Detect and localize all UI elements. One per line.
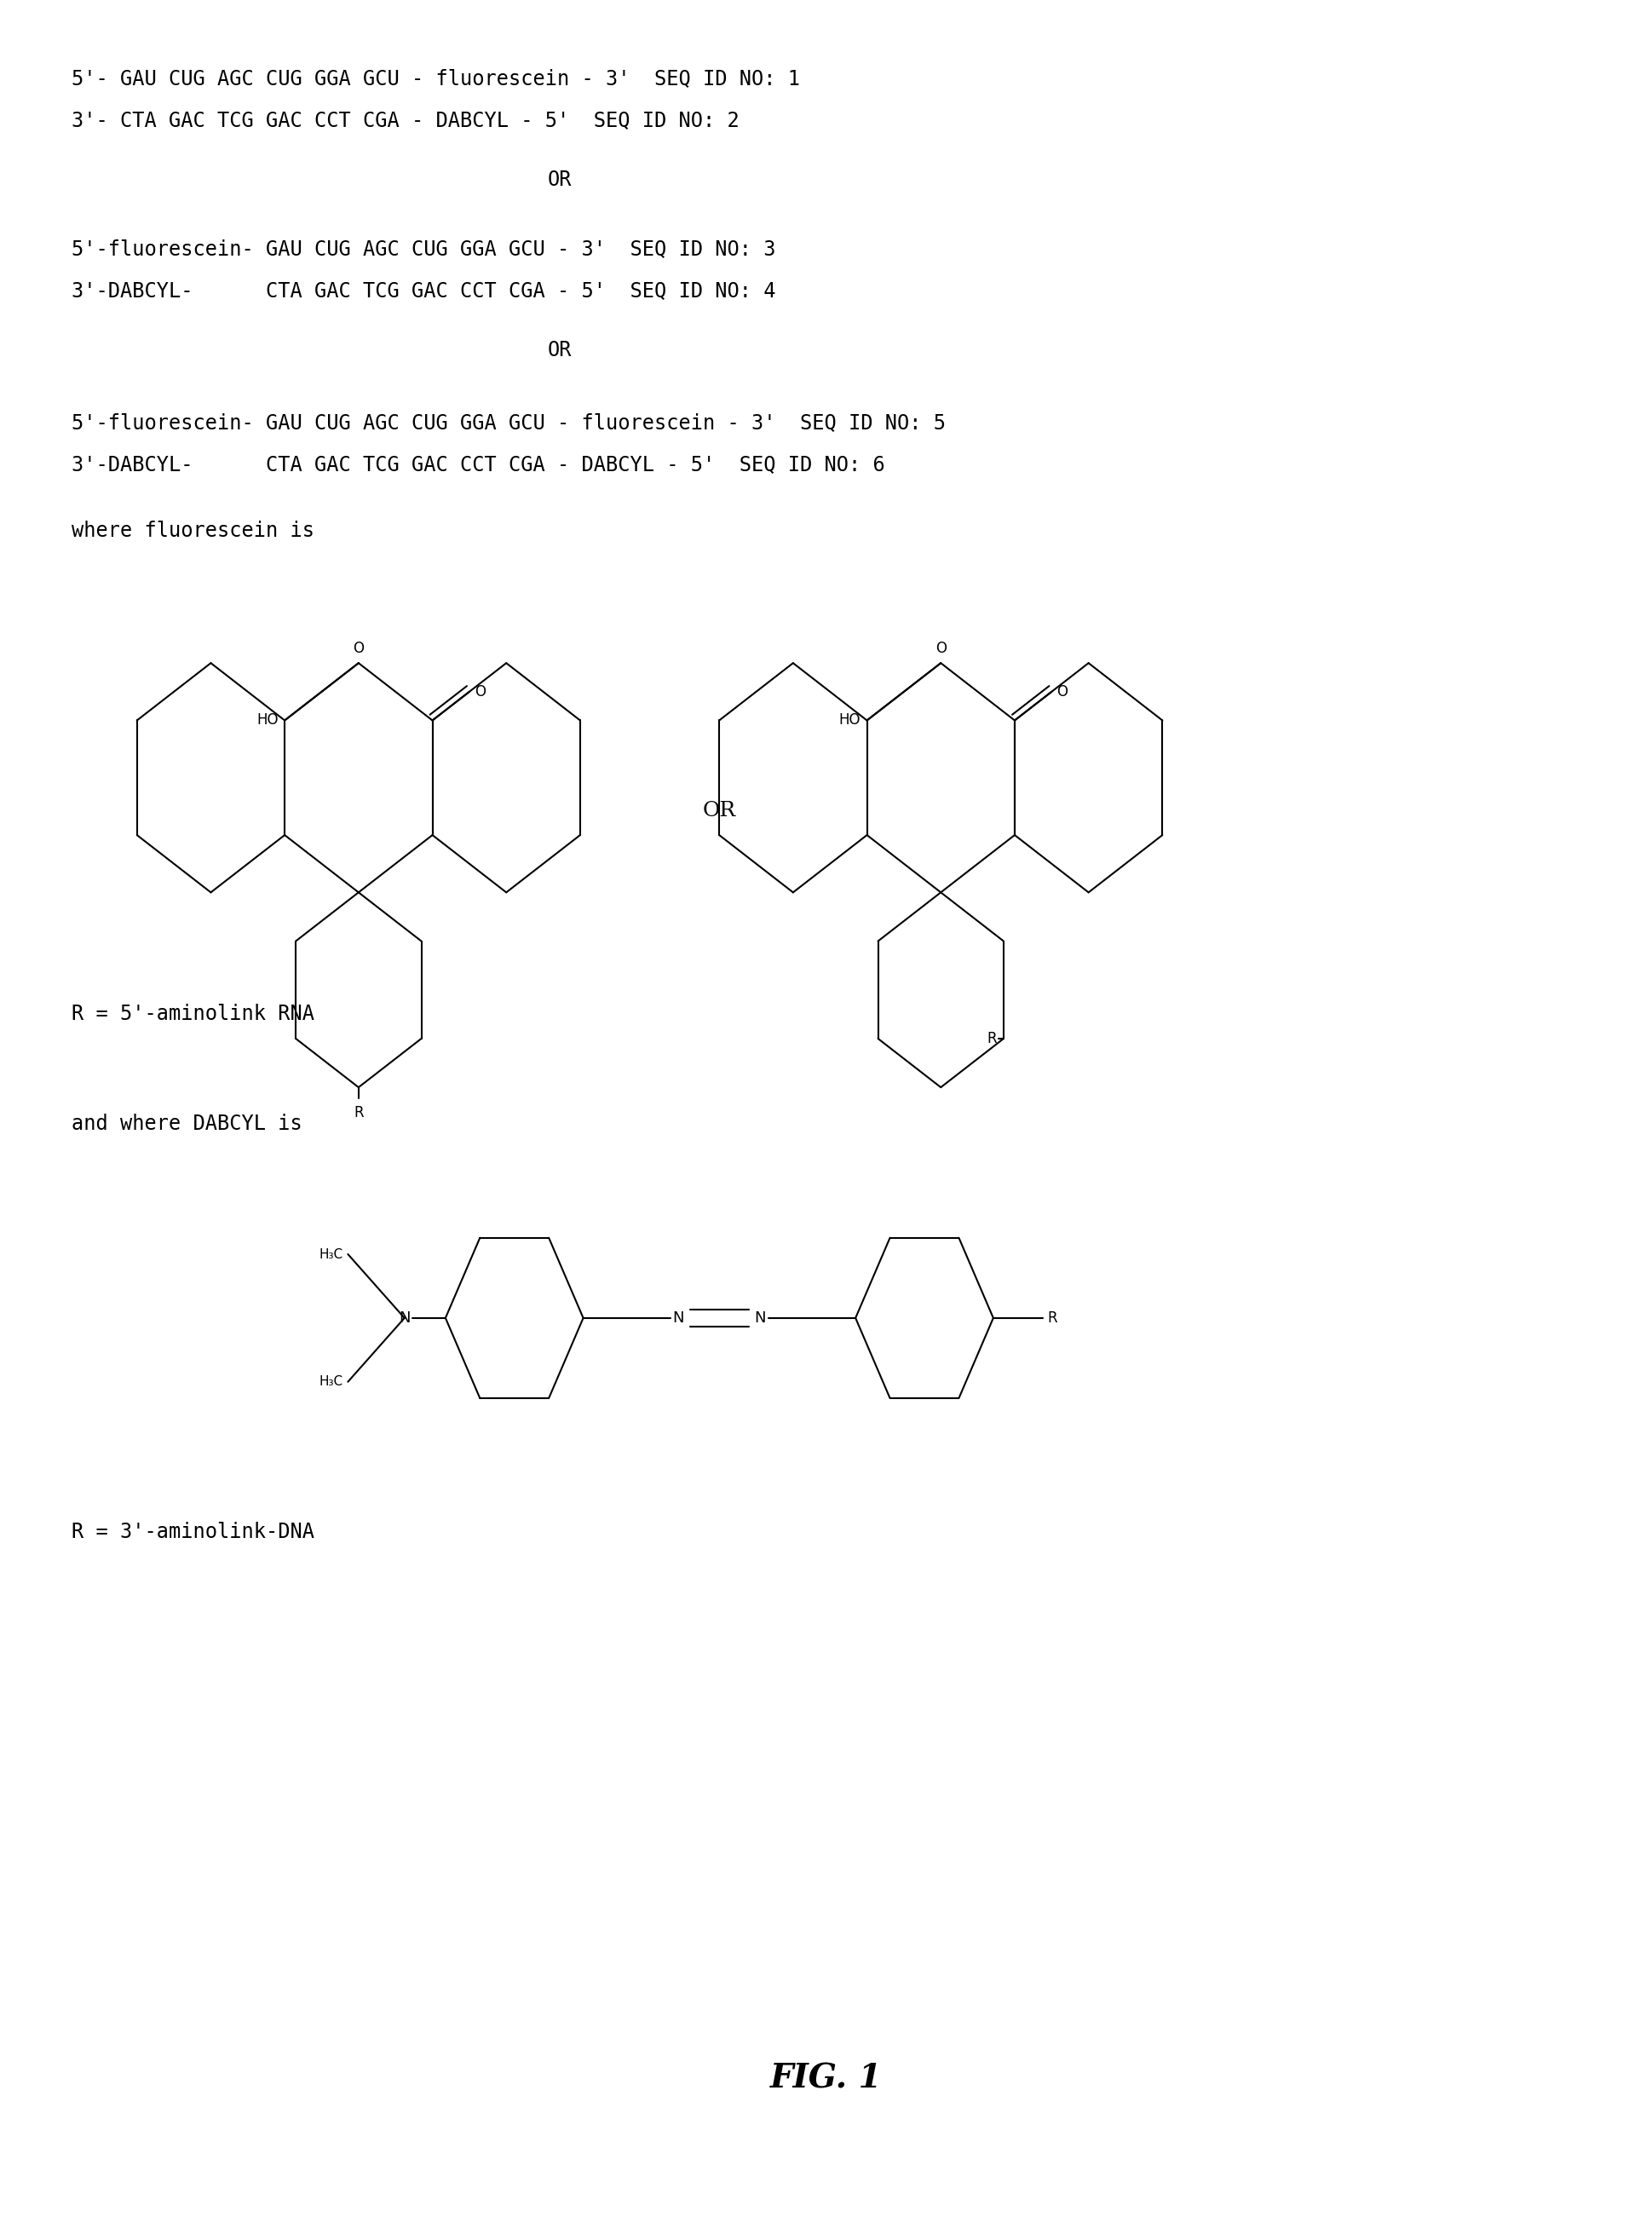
Text: 5'-fluorescein- GAU CUG AGC CUG GGA GCU - fluorescein - 3'  SEQ ID NO: 5: 5'-fluorescein- GAU CUG AGC CUG GGA GCU … [71,412,945,432]
Text: O: O [1057,685,1067,698]
Text: H₃C: H₃C [319,1375,344,1388]
Text: 3'-DABCYL-      CTA GAC TCG GAC CCT CGA - DABCYL - 5'  SEQ ID NO: 6: 3'-DABCYL- CTA GAC TCG GAC CCT CGA - DAB… [71,454,885,474]
Text: 3'-DABCYL-      CTA GAC TCG GAC CCT CGA - 5'  SEQ ID NO: 4: 3'-DABCYL- CTA GAC TCG GAC CCT CGA - 5' … [71,279,776,302]
Text: R: R [354,1104,363,1120]
Text: R: R [1047,1310,1057,1326]
Text: HO: HO [256,712,278,727]
Text: OR: OR [547,171,572,191]
Text: O: O [935,641,947,656]
Text: OR: OR [547,339,572,359]
Text: O: O [474,685,486,698]
Text: and where DABCYL is: and where DABCYL is [71,1113,302,1135]
Text: FIG. 1: FIG. 1 [770,2062,882,2095]
Text: OR: OR [702,800,737,820]
Text: 3'- CTA GAC TCG GAC CCT CGA - DABCYL - 5'  SEQ ID NO: 2: 3'- CTA GAC TCG GAC CCT CGA - DABCYL - 5… [71,111,738,131]
Text: R = 5'-aminolink RNA: R = 5'-aminolink RNA [71,1004,314,1024]
Text: R: R [988,1031,998,1046]
Text: N: N [398,1310,410,1326]
Text: HO: HO [839,712,861,727]
Text: O: O [354,641,363,656]
Text: H₃C: H₃C [319,1248,344,1261]
Text: N: N [755,1310,767,1326]
Text: N: N [672,1310,684,1326]
Text: 5'-fluorescein- GAU CUG AGC CUG GGA GCU - 3'  SEQ ID NO: 3: 5'-fluorescein- GAU CUG AGC CUG GGA GCU … [71,237,776,259]
Text: R = 3'-aminolink-DNA: R = 3'-aminolink-DNA [71,1521,314,1543]
Text: where fluorescein is: where fluorescein is [71,521,314,541]
Text: 5'- GAU CUG AGC CUG GGA GCU - fluorescein - 3'  SEQ ID NO: 1: 5'- GAU CUG AGC CUG GGA GCU - fluorescei… [71,69,800,89]
